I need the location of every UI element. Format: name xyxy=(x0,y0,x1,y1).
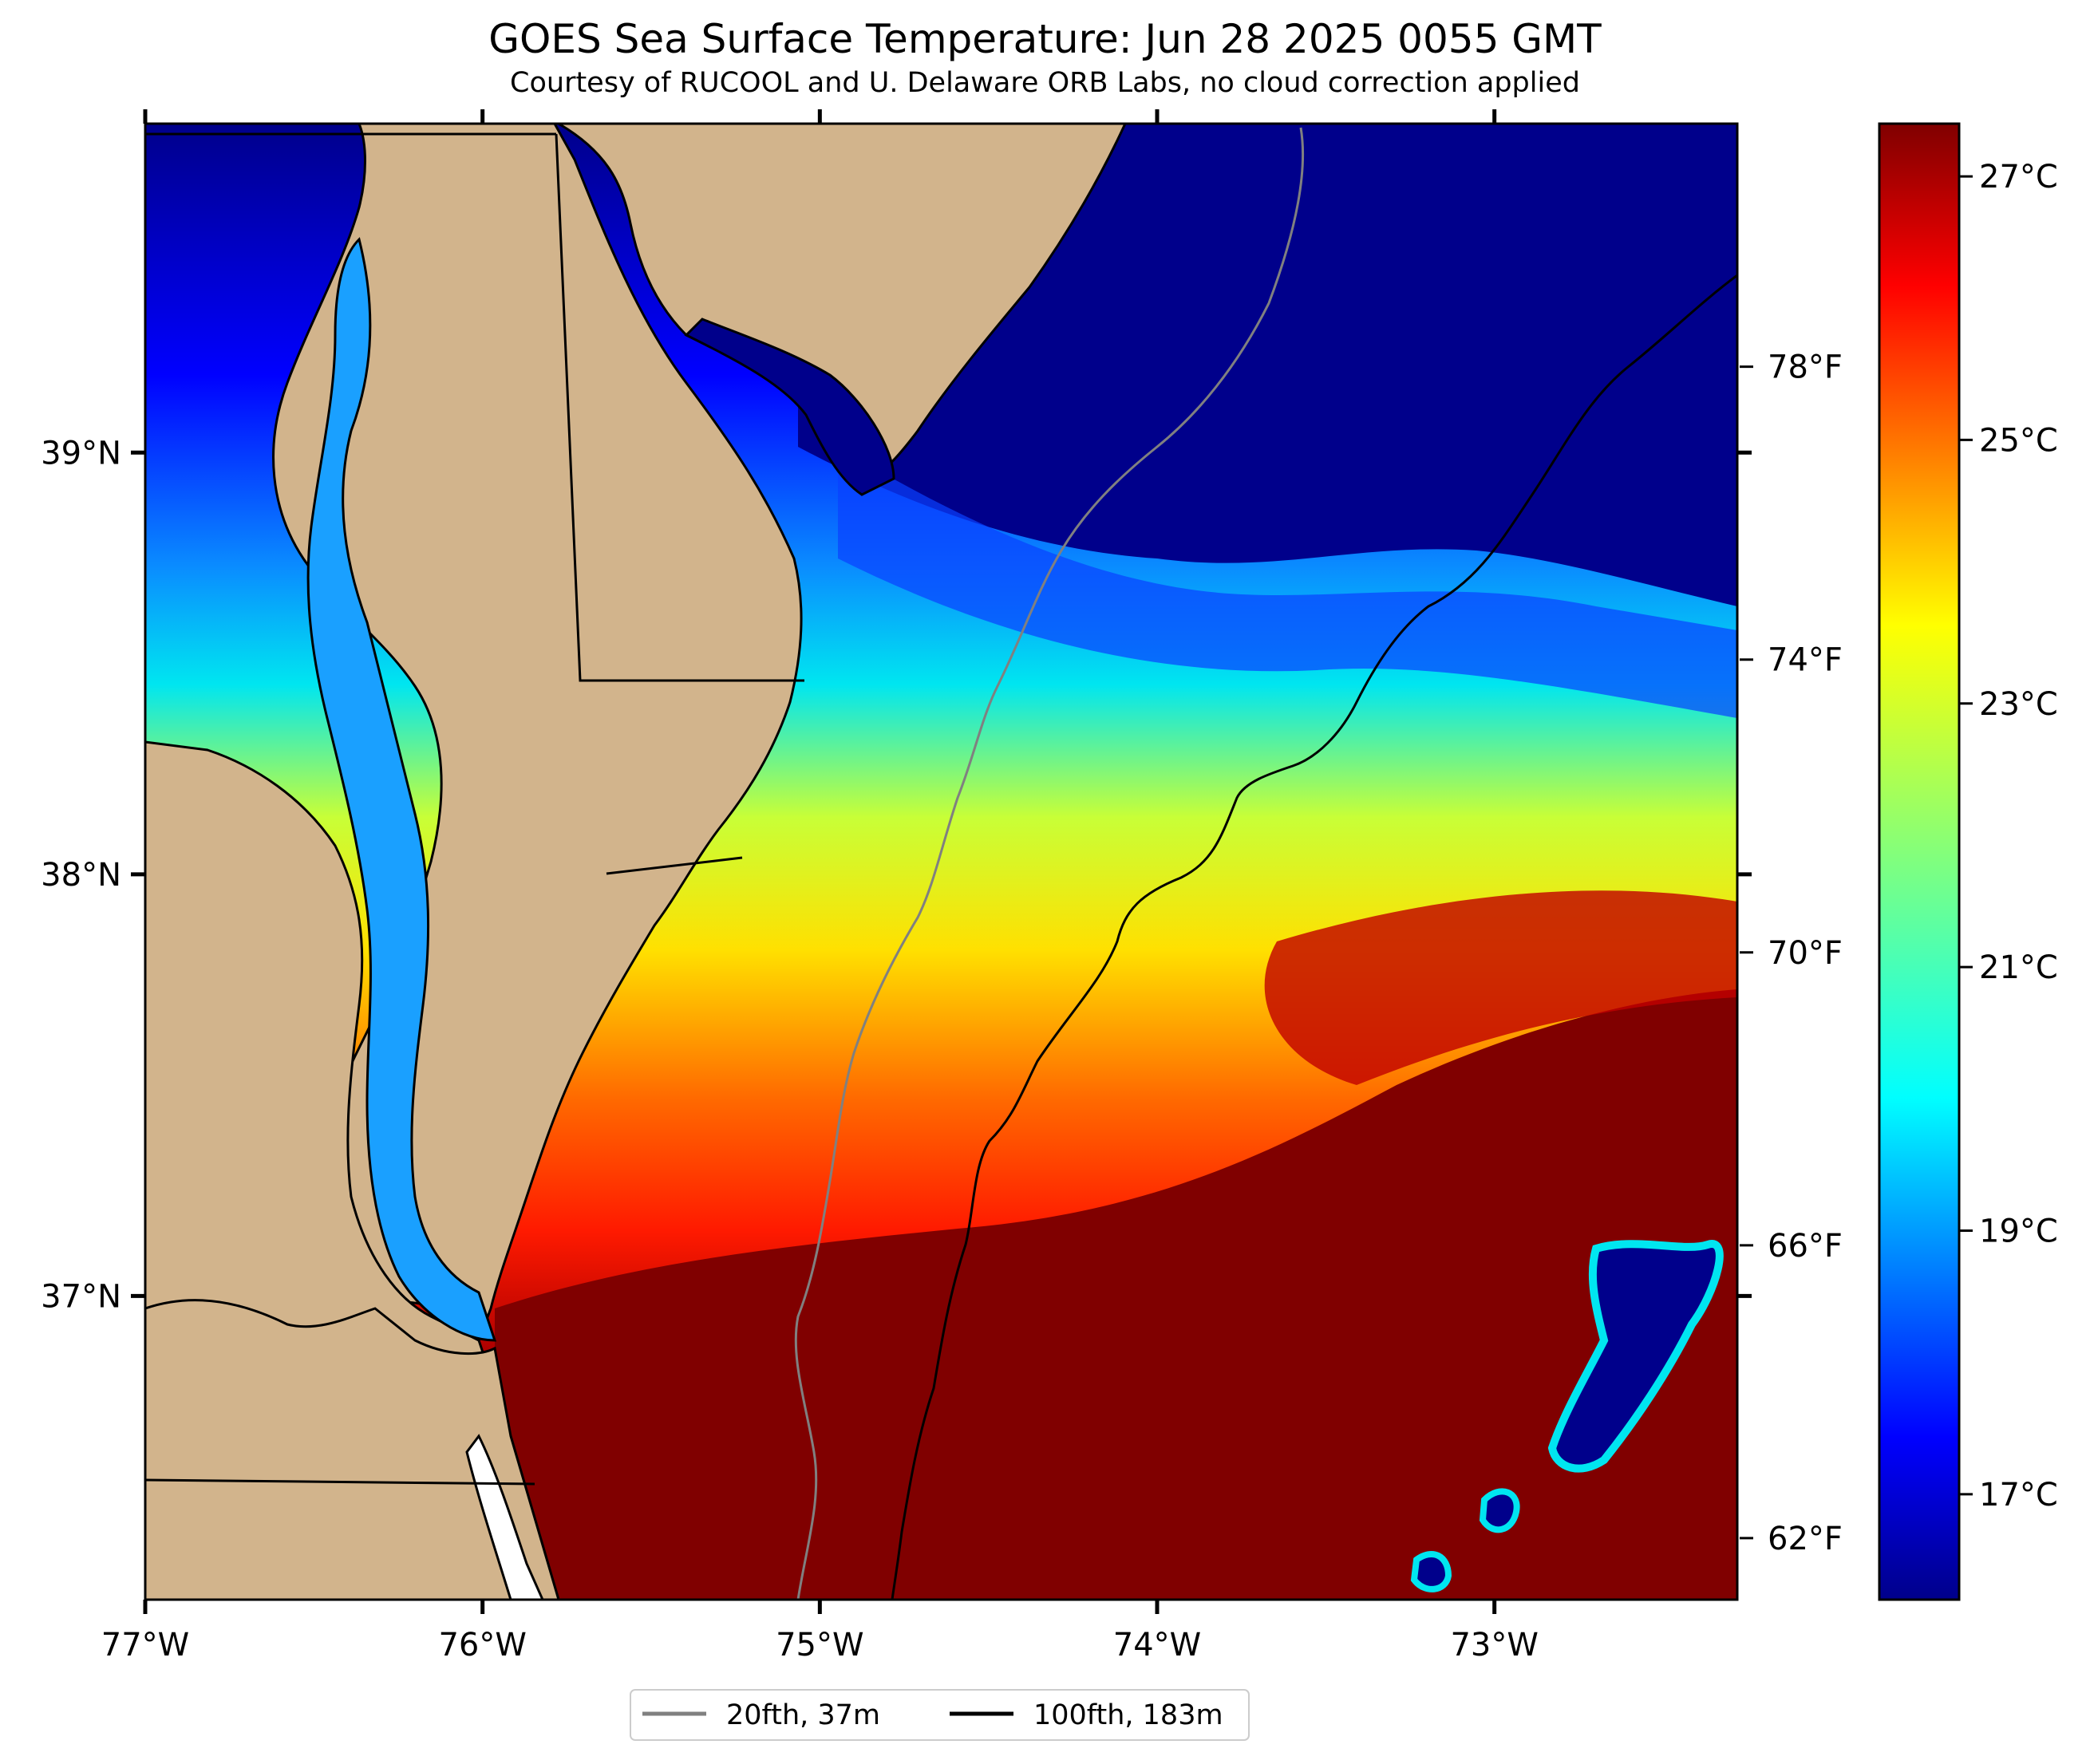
colorbar-c-label: 27°C xyxy=(1979,159,2058,195)
colorbar-c-label: 25°C xyxy=(1979,422,2058,459)
state-border-md-va xyxy=(606,856,743,875)
colorbar-c-label: 19°C xyxy=(1979,1213,2058,1250)
colorbar-c-label: 21°C xyxy=(1979,949,2058,986)
chart-title: GOES Sea Surface Temperature: Jun 28 202… xyxy=(488,16,1602,62)
map-frame xyxy=(144,122,1739,1601)
lon-tick-label: 76°W xyxy=(438,1627,526,1663)
colorbar-celsius-axis: 17°C 19°C 21°C 23°C 25°C 27°C xyxy=(1959,159,2058,1513)
colorbar-f-label: 62°F xyxy=(1768,1521,1843,1557)
cold-eddy-1 xyxy=(1547,1240,1724,1473)
land-virginia-south xyxy=(145,1299,560,1600)
pamlico-water xyxy=(465,1434,544,1600)
lat-tick-label: 38°N xyxy=(41,857,121,894)
colorbar-fahrenheit-axis: 62°F 66°F 70°F 74°F 78°F xyxy=(1740,349,1843,1557)
lon-tick-label: 73°W xyxy=(1450,1627,1538,1663)
sst-map xyxy=(145,124,1737,1600)
legend-label-100fth: 100fth, 183m xyxy=(1033,1699,1223,1731)
lat-tick-label: 39°N xyxy=(41,435,121,472)
lon-tick-label: 74°W xyxy=(1113,1627,1201,1663)
legend: 20fth, 37m 100fth, 183m xyxy=(630,1689,1250,1741)
warm-water-region xyxy=(495,989,1737,1600)
isobath-100fth xyxy=(891,274,1737,1600)
cool-water-band xyxy=(838,447,1737,718)
colorbar-f-label: 66°F xyxy=(1768,1228,1843,1265)
colorbar-f-label: 74°F xyxy=(1768,642,1843,679)
cold-eddy-3 xyxy=(1410,1550,1452,1592)
lon-tick-label: 77°W xyxy=(101,1627,189,1663)
lat-axis: 39°N 38°N 37°N xyxy=(41,435,1752,1315)
lon-axis: 77°W 76°W 75°W 74°W 73°W xyxy=(101,109,1539,1663)
colorbar-f-label: 70°F xyxy=(1768,935,1843,972)
cold-eddy-2 xyxy=(1479,1488,1520,1533)
colorbar-f-label: 78°F xyxy=(1768,349,1843,386)
lon-tick-label: 75°W xyxy=(776,1627,863,1663)
state-border-de-md xyxy=(555,133,804,682)
isobath-20fth xyxy=(794,127,1305,1600)
legend-label-20fth: 20fth, 37m xyxy=(726,1699,880,1731)
chart-subtitle: Courtesy of RUCOOL and U. Delaware ORB L… xyxy=(510,67,1580,99)
state-border-va-nc xyxy=(145,1478,535,1486)
chesapeake-bay xyxy=(306,237,497,1342)
colorbar-c-label: 23°C xyxy=(1979,686,2058,723)
colorbar xyxy=(1878,122,1961,1601)
colorbar-c-label: 17°C xyxy=(1979,1477,2058,1513)
warm-eddy xyxy=(1264,890,1737,1085)
legend-box xyxy=(630,1689,1250,1741)
lat-tick-label: 37°N xyxy=(41,1278,121,1315)
delaware-bay xyxy=(684,318,895,496)
